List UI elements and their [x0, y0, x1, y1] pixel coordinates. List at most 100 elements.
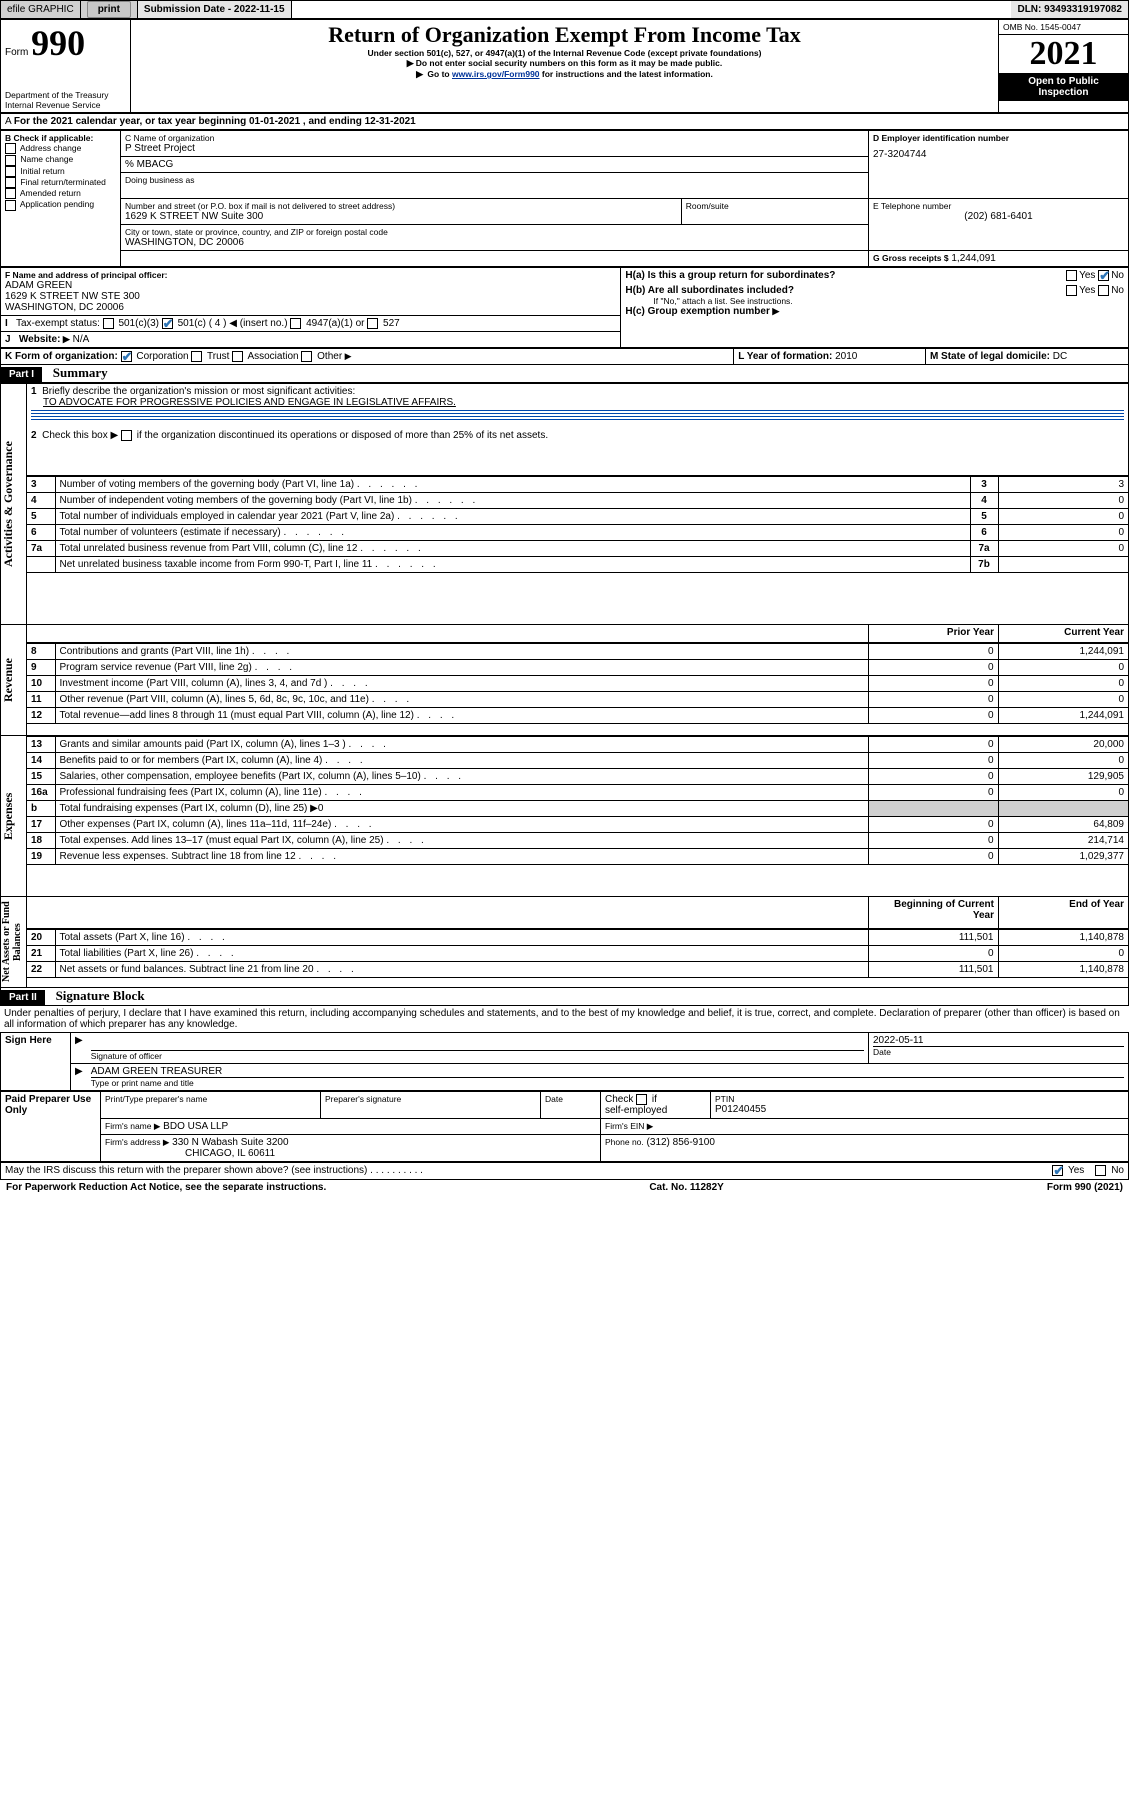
boxb-check[interactable]: [5, 155, 16, 166]
firm-name: BDO USA LLP: [163, 1121, 228, 1132]
submission-date: Submission Date - 2022-11-15: [138, 1, 292, 18]
summary-row: 14Benefits paid to or for members (Part …: [27, 753, 1128, 769]
h-c: H(c) Group exemption number: [625, 306, 1124, 317]
note2-post: for instructions and the latest informat…: [542, 69, 713, 79]
k-other[interactable]: [301, 351, 312, 362]
k-assoc[interactable]: [232, 351, 243, 362]
note2-arrow: [416, 69, 425, 79]
domicile: DC: [1053, 351, 1067, 362]
summary-row: bTotal fundraising expenses (Part IX, co…: [27, 801, 1128, 817]
summary-row: 12Total revenue—add lines 8 through 11 (…: [27, 708, 1128, 724]
year-formation: 2010: [835, 351, 857, 362]
summary-row: 6Total number of volunteers (estimate if…: [27, 524, 1128, 540]
ha-no[interactable]: [1098, 270, 1109, 281]
note2-pre: Go to: [427, 69, 452, 79]
box-c-label: C Name of organization: [125, 133, 864, 143]
summary-row: 19Revenue less expenses. Subtract line 1…: [27, 849, 1128, 865]
part-i-header: Part I: [1, 367, 42, 382]
officer-name: ADAM GREEN: [5, 280, 616, 291]
irs-no[interactable]: [1095, 1165, 1106, 1176]
box-g-label: G Gross receipts $: [873, 253, 949, 263]
firm-addr-label: Firm's address ▶: [105, 1137, 169, 1147]
box-d-label: D Employer identification number: [873, 133, 1124, 143]
part-i-table: Activities & Governance 1 Briefly descri…: [0, 383, 1129, 988]
boxb-check[interactable]: [5, 166, 16, 177]
prep-sig-label: Preparer's signature: [325, 1094, 536, 1104]
q1-text: Briefly describe the organization's miss…: [42, 386, 355, 397]
addr-label: Number and street (or P.O. box if mail i…: [125, 201, 677, 211]
summary-row: 13Grants and similar amounts paid (Part …: [27, 737, 1128, 753]
summary-row: 3Number of voting members of the governi…: [27, 476, 1128, 492]
form-number: 990: [31, 23, 85, 63]
line-i-label: Tax-exempt status:: [16, 318, 100, 329]
box-b-item: Final return/terminated: [5, 177, 116, 188]
topbar: efile GRAPHIC print Submission Date - 20…: [0, 0, 1129, 19]
summary-row: 5Total number of individuals employed in…: [27, 508, 1128, 524]
h-a: H(a) Is this a group return for subordin…: [625, 270, 835, 281]
sig-officer-label: Signature of officer: [91, 1051, 864, 1061]
q2-check[interactable]: [121, 430, 132, 441]
ptin-label: PTIN: [715, 1094, 1124, 1104]
i-501c[interactable]: [162, 318, 173, 329]
org-name: P Street Project: [125, 143, 864, 154]
print-button[interactable]: print: [87, 1, 131, 18]
hb-no[interactable]: [1098, 285, 1109, 296]
k-trust[interactable]: [191, 351, 202, 362]
prep-name-label: Print/Type preparer's name: [105, 1094, 316, 1104]
side-rev: Revenue: [1, 625, 16, 735]
firm-addr: 330 N Wabash Suite 3200: [172, 1137, 288, 1148]
part-ii-title: Signature Block: [56, 988, 145, 1003]
col-begin: Beginning of Current Year: [869, 897, 999, 929]
summary-row: 16aProfessional fundraising fees (Part I…: [27, 785, 1128, 801]
city-label: City or town, state or province, country…: [125, 227, 864, 237]
form990-link[interactable]: www.irs.gov/Form990: [452, 69, 540, 79]
k-corp[interactable]: [121, 351, 132, 362]
ein-value: 27-3204744: [873, 149, 1124, 160]
i-527[interactable]: [367, 318, 378, 329]
summary-row: 20Total assets (Part X, line 16) . . . .…: [27, 930, 1128, 946]
i-4947[interactable]: [290, 318, 301, 329]
firm-ein-label: Firm's EIN ▶: [605, 1121, 653, 1131]
phone-value: (202) 681-6401: [873, 211, 1124, 222]
boxb-check[interactable]: [5, 188, 16, 199]
boxb-check[interactable]: [5, 143, 16, 154]
firm-city: CHICAGO, IL 60611: [185, 1148, 596, 1159]
ha-yes[interactable]: [1066, 270, 1077, 281]
summary-row: 4Number of independent voting members of…: [27, 492, 1128, 508]
efile-label: efile GRAPHIC: [1, 1, 81, 18]
summary-row: 22Net assets or fund balances. Subtract …: [27, 962, 1128, 978]
dln: DLN: 93493319197082: [1011, 1, 1128, 18]
sig-date-val: 2022-05-11: [873, 1035, 1124, 1046]
col-current: Current Year: [999, 625, 1129, 643]
paid-preparer: Paid Preparer Use Only Print/Type prepar…: [0, 1091, 1129, 1162]
summary-row: 7aTotal unrelated business revenue from …: [27, 540, 1128, 556]
officer-name-title: ADAM GREEN TREASURER: [91, 1066, 1124, 1078]
box-f-label: F Name and address of principal officer:: [5, 270, 616, 280]
signature-block: Sign Here ▶ Signature of officer 2022-05…: [0, 1032, 1129, 1091]
sig-date-label: Date: [873, 1046, 1124, 1057]
officer-addr2: WASHINGTON, DC 20006: [5, 302, 616, 313]
summary-row: Net unrelated business taxable income fr…: [27, 556, 1128, 572]
side-gov: Activities & Governance: [1, 384, 16, 624]
firm-name-label: Firm's name ▶: [105, 1121, 160, 1131]
ptin: P01240455: [715, 1104, 1124, 1115]
i-501c3[interactable]: [103, 318, 114, 329]
hb-yes[interactable]: [1066, 285, 1077, 296]
care-of: % MBACG: [125, 159, 864, 170]
irs-yes[interactable]: [1052, 1165, 1063, 1176]
paperwork: For Paperwork Reduction Act Notice, see …: [6, 1182, 326, 1193]
room-label: Room/suite: [686, 201, 864, 211]
boxb-check[interactable]: [5, 177, 16, 188]
self-employed-check[interactable]: [636, 1094, 647, 1105]
summary-row: 17Other expenses (Part IX, column (A), l…: [27, 817, 1128, 833]
box-b-item: Application pending: [5, 199, 116, 210]
irs-label: Internal Revenue Service: [5, 100, 126, 110]
summary-row: 9Program service revenue (Part VIII, lin…: [27, 660, 1128, 676]
h-b: H(b) Are all subordinates included?: [625, 285, 794, 296]
sign-here: Sign Here: [1, 1033, 71, 1091]
part-i-title: Summary: [53, 365, 108, 380]
mission: TO ADVOCATE FOR PROGRESSIVE POLICIES AND…: [43, 397, 456, 408]
boxb-check[interactable]: [5, 200, 16, 211]
part-ii-header: Part II: [1, 990, 45, 1005]
box-b-title: B Check if applicable:: [5, 133, 116, 143]
